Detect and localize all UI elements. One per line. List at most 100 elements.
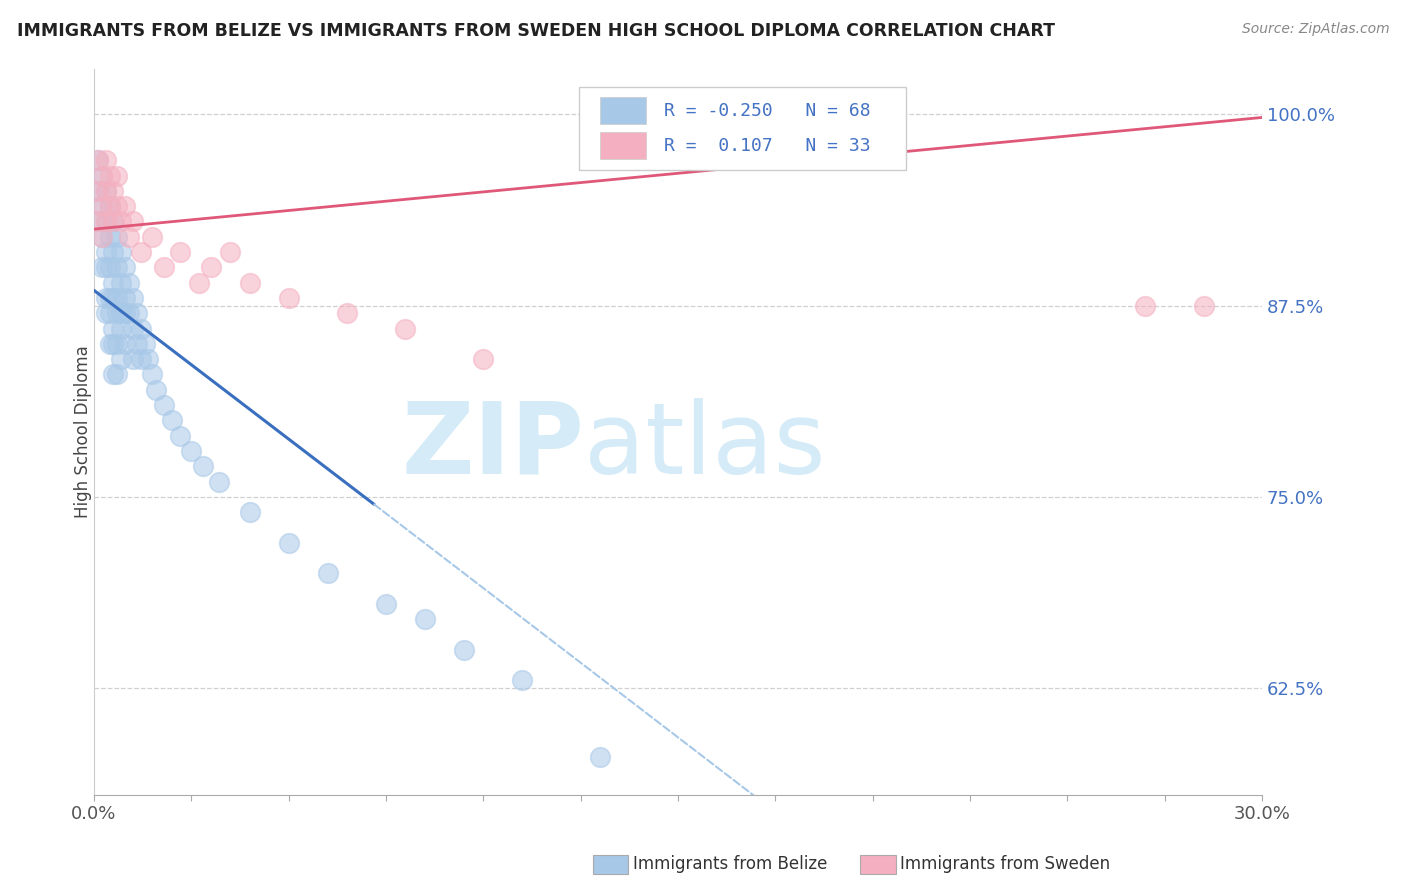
Point	[118, 229, 141, 244]
Point	[374, 597, 396, 611]
Point	[103, 276, 125, 290]
Point	[87, 214, 110, 228]
Point	[105, 199, 128, 213]
Point	[98, 199, 121, 213]
Text: R =  0.107   N = 33: R = 0.107 N = 33	[664, 136, 870, 154]
Point	[87, 184, 110, 198]
Point	[110, 352, 132, 367]
Point	[134, 336, 156, 351]
Text: IMMIGRANTS FROM BELIZE VS IMMIGRANTS FROM SWEDEN HIGH SCHOOL DIPLOMA CORRELATION: IMMIGRANTS FROM BELIZE VS IMMIGRANTS FRO…	[17, 22, 1054, 40]
Point	[125, 306, 148, 320]
Point	[110, 321, 132, 335]
Point	[103, 368, 125, 382]
Point	[453, 642, 475, 657]
Point	[118, 276, 141, 290]
Point	[90, 229, 112, 244]
Point	[153, 260, 176, 275]
Point	[114, 291, 136, 305]
Point	[94, 260, 117, 275]
Text: ZIP: ZIP	[402, 398, 585, 495]
Point	[98, 199, 121, 213]
Point	[1133, 299, 1156, 313]
Point	[239, 505, 262, 519]
Point	[110, 306, 132, 320]
Point	[316, 566, 339, 581]
Point	[105, 260, 128, 275]
Point	[141, 368, 163, 382]
Point	[207, 475, 229, 489]
Point	[98, 336, 121, 351]
Point	[472, 352, 495, 367]
Point	[277, 535, 299, 549]
Point	[94, 214, 117, 228]
FancyBboxPatch shape	[579, 87, 905, 170]
Point	[413, 612, 436, 626]
Point	[103, 184, 125, 198]
Text: atlas: atlas	[585, 398, 827, 495]
Point	[180, 444, 202, 458]
Point	[105, 169, 128, 183]
Point	[90, 260, 112, 275]
Point	[191, 459, 214, 474]
Point	[114, 260, 136, 275]
Point	[129, 352, 152, 367]
Point	[103, 245, 125, 260]
Y-axis label: High School Diploma: High School Diploma	[75, 345, 91, 518]
Point	[121, 214, 143, 228]
Point	[138, 352, 160, 367]
Point	[121, 352, 143, 367]
Point	[87, 153, 110, 168]
FancyBboxPatch shape	[600, 132, 647, 160]
Point	[98, 291, 121, 305]
Point	[125, 336, 148, 351]
Point	[94, 153, 117, 168]
Point	[90, 229, 112, 244]
Point	[103, 321, 125, 335]
Point	[239, 276, 262, 290]
Point	[145, 383, 167, 397]
Point	[94, 214, 117, 228]
Point	[129, 321, 152, 335]
Point	[394, 321, 416, 335]
Point	[87, 184, 110, 198]
Point	[169, 245, 191, 260]
Point	[118, 306, 141, 320]
Point	[160, 413, 183, 427]
Point	[90, 199, 112, 213]
Text: Immigrants from Belize: Immigrants from Belize	[633, 855, 827, 873]
Point	[98, 260, 121, 275]
Point	[94, 245, 117, 260]
Point	[90, 199, 112, 213]
Point	[110, 245, 132, 260]
Point	[105, 336, 128, 351]
Point	[153, 398, 176, 412]
Point	[98, 306, 121, 320]
Point	[114, 306, 136, 320]
Point	[103, 214, 125, 228]
Point	[110, 214, 132, 228]
Point	[105, 368, 128, 382]
Point	[94, 291, 117, 305]
Point	[98, 229, 121, 244]
Point	[188, 276, 211, 290]
Point	[121, 291, 143, 305]
Point	[1192, 299, 1215, 313]
Point	[510, 673, 533, 688]
Point	[103, 291, 125, 305]
Point	[110, 276, 132, 290]
Point	[589, 749, 612, 764]
FancyBboxPatch shape	[600, 97, 647, 125]
Point	[129, 245, 152, 260]
Point	[200, 260, 222, 275]
Point	[114, 336, 136, 351]
Point	[121, 321, 143, 335]
Point	[94, 184, 117, 198]
Point	[277, 291, 299, 305]
Point	[87, 153, 110, 168]
Point	[98, 169, 121, 183]
Point	[103, 336, 125, 351]
Point	[103, 214, 125, 228]
Point	[336, 306, 359, 320]
Point	[169, 428, 191, 442]
Point	[94, 184, 117, 198]
